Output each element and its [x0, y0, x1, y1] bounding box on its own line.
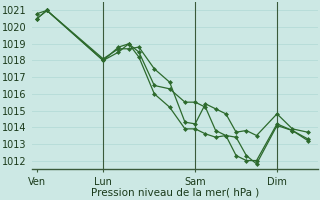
X-axis label: Pression niveau de la mer( hPa ): Pression niveau de la mer( hPa ) [91, 188, 259, 198]
